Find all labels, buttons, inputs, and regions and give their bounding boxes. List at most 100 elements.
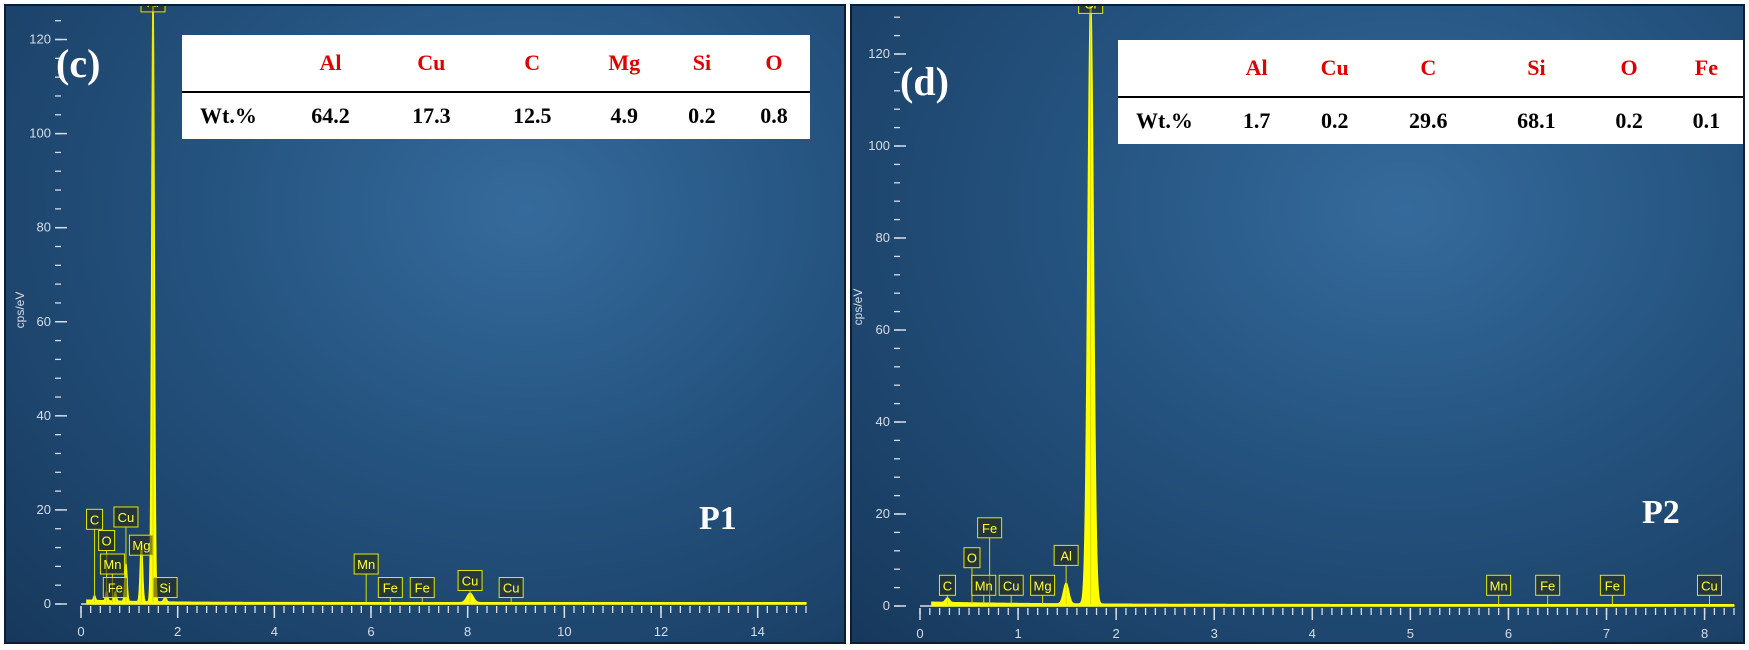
peak-label: Mg xyxy=(1034,578,1052,593)
x-tick-label: 1 xyxy=(1014,626,1021,641)
peak-label-box xyxy=(998,574,1024,596)
peak-label-box xyxy=(1030,574,1056,596)
peak-label-box xyxy=(99,553,125,575)
peak-label-box xyxy=(938,574,956,596)
peak-label: Mn xyxy=(357,557,375,572)
peak-label-box xyxy=(1053,544,1079,566)
peak-label: Al xyxy=(147,6,159,10)
table-cell: 0.1 xyxy=(1692,108,1721,133)
peak-label-box xyxy=(353,553,379,575)
table-cell: 4.9 xyxy=(610,103,638,128)
y-tick-label: 0 xyxy=(883,598,890,613)
peak-label-box xyxy=(1486,574,1512,596)
x-tick-label: 0 xyxy=(77,624,84,639)
x-tick-label: 2 xyxy=(174,624,181,639)
table-cell: 17.3 xyxy=(412,103,451,128)
y-tick-label: 0 xyxy=(44,596,51,611)
x-tick-label: 6 xyxy=(367,624,374,639)
peak-label-box xyxy=(409,577,435,599)
peak-label-box xyxy=(971,574,997,596)
table-header-cell: Al xyxy=(1218,40,1296,98)
panel-label: (c) xyxy=(56,41,101,86)
y-tick-label: 80 xyxy=(876,230,890,245)
peak-label-box xyxy=(140,6,166,13)
y-tick-label: 40 xyxy=(37,408,51,423)
table-cell: 0.2 xyxy=(688,103,716,128)
peak-label: Si xyxy=(1085,6,1097,11)
x-tick-label: 12 xyxy=(654,624,668,639)
peak-label: Cu xyxy=(1003,578,1020,593)
x-tick-label: 4 xyxy=(271,624,278,639)
table-corner-cell xyxy=(182,35,280,93)
x-tick-label: 4 xyxy=(1309,626,1316,641)
eds-panel-c: 0 2 4 6 8 10 12 14 0 20 40 60 80 100 120 cps/eV C Cu O Mg Mn… xyxy=(4,4,846,644)
peak-label: Fe xyxy=(1605,578,1620,593)
x-tick-label: 8 xyxy=(464,624,471,639)
peak-label-box xyxy=(86,508,104,530)
point-label: P1 xyxy=(699,500,737,537)
table-cell: 12.5 xyxy=(512,103,552,128)
x-tick-label: 3 xyxy=(1211,626,1218,641)
table-header-row: Al Cu C Si O Fe xyxy=(1118,40,1743,98)
peak-label: Mg xyxy=(132,538,150,553)
y-tick-label: 100 xyxy=(29,126,51,141)
peak-label-box xyxy=(1535,574,1561,596)
peak-label: Fe xyxy=(415,581,430,596)
spectrum-trace xyxy=(931,6,1735,607)
table-cell: 64.2 xyxy=(311,103,350,128)
x-tick-label: 6 xyxy=(1505,626,1512,641)
table-header-cell: C xyxy=(481,35,583,93)
table-header-cell: Al xyxy=(280,35,381,93)
x-tick-label: 7 xyxy=(1603,626,1610,641)
peak-label-box xyxy=(377,577,403,599)
peak-label-box xyxy=(98,529,116,551)
table-cell: 68.1 xyxy=(1517,108,1556,133)
peak-label: Fe xyxy=(383,581,398,596)
peak-label-box xyxy=(498,577,524,599)
composition-table: Al Cu C Si O Fe Wt.% 1.7 0.2 29.6 68.1 0… xyxy=(1118,40,1743,144)
peak-label: O xyxy=(102,533,112,548)
peak-label: Mn xyxy=(1490,578,1508,593)
peak-label-box xyxy=(102,577,128,599)
peak-label: Mn xyxy=(975,578,993,593)
x-tick-label: 5 xyxy=(1407,626,1414,641)
y-tick-label: 120 xyxy=(868,46,890,61)
table-header-cell: C xyxy=(1374,40,1483,98)
table-cell: 0.2 xyxy=(1615,108,1643,133)
peak-label: Fe xyxy=(108,581,123,596)
table-cell: 29.6 xyxy=(1409,108,1448,133)
panel-label: (d) xyxy=(900,59,949,104)
table-row: Wt.% 1.7 0.2 29.6 68.1 0.2 0.1 xyxy=(1118,97,1743,144)
y-axis-label: cps/eV xyxy=(13,292,27,329)
peak-label: Cu xyxy=(118,510,135,525)
peak-label: Fe xyxy=(982,521,997,536)
y-tick-label: 20 xyxy=(876,506,890,521)
peak-label: Cu xyxy=(462,573,479,588)
peak-label: Cu xyxy=(1701,578,1718,593)
y-tick-label: 100 xyxy=(868,138,890,153)
table-cell: 0.8 xyxy=(760,103,788,128)
peak-label: Fe xyxy=(1540,578,1555,593)
peak-label-box xyxy=(113,506,139,528)
table-row-label: Wt.% xyxy=(200,103,257,128)
table-cell: 0.2 xyxy=(1320,108,1349,133)
table-header-cell: Cu xyxy=(1295,40,1375,98)
y-tick-label: 80 xyxy=(37,220,51,235)
x-tick-label: 0 xyxy=(916,626,923,641)
peak-label-box xyxy=(1078,6,1104,14)
y-tick-label: 60 xyxy=(876,322,890,337)
table-header-cell: O xyxy=(1590,40,1668,98)
point-label: P2 xyxy=(1642,494,1680,531)
peak-label-box xyxy=(1599,574,1625,596)
y-tick-label: 60 xyxy=(37,314,51,329)
peak-label-box xyxy=(1696,574,1722,596)
table-header-cell: O xyxy=(737,35,810,93)
table-header-cell: Si xyxy=(665,35,738,93)
composition-table: Al Cu C Mg Si O Wt.% 64.2 17.3 12.5 4.9 … xyxy=(182,35,810,139)
y-tick-label: 40 xyxy=(876,414,890,429)
x-tick-label: 8 xyxy=(1701,626,1708,641)
y-tick-label: 120 xyxy=(29,32,51,47)
eds-panel-d: 0 1 2 3 4 5 6 7 8 0 20 40 60 80 100 120 cps/eV C O Fe Mn Cu Mg… xyxy=(850,4,1745,644)
